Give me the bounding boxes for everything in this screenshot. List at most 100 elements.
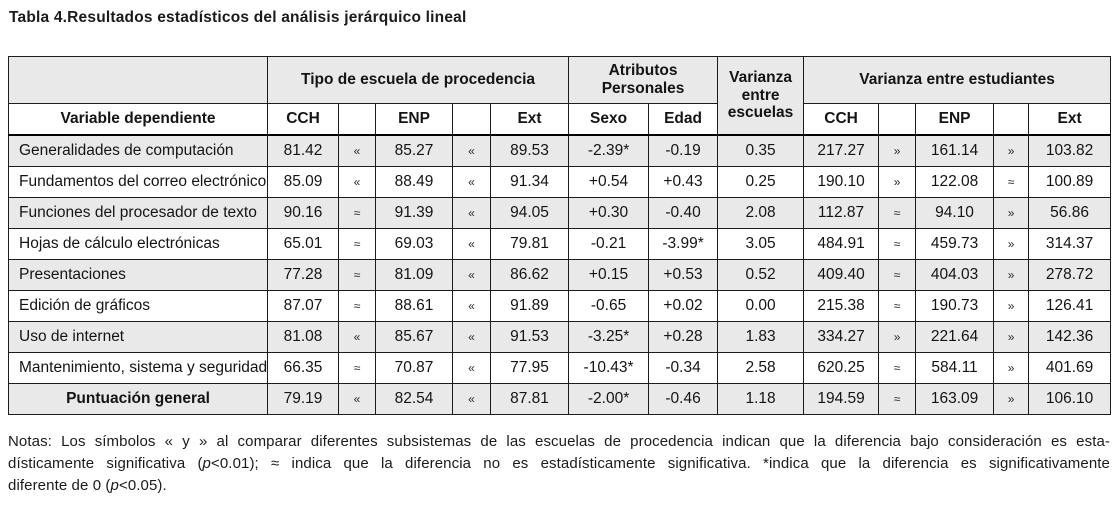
sexo-value: -3.25*	[568, 321, 650, 353]
comparison-symbol: ≈	[878, 228, 917, 260]
comparison-symbol-header	[878, 103, 917, 136]
comparison-symbol: «	[452, 228, 491, 260]
cch-procedencia-value: 66.35	[267, 352, 339, 384]
edad-value: -0.19	[648, 134, 719, 167]
variable-name: Mantenimiento, sistema y seguridad	[8, 352, 268, 384]
comparison-symbol: ≈	[878, 197, 917, 229]
cch-estudiantes-value: 409.40	[803, 259, 880, 291]
header-ext-procedencia: Ext	[489, 103, 570, 136]
ext-estudiantes-value: 56.86	[1028, 197, 1112, 229]
header-enp-procedencia: ENP	[375, 103, 453, 136]
sexo-value: +0.54	[568, 166, 650, 198]
edad-value: +0.28	[648, 321, 719, 353]
header-sexo: Sexo	[568, 103, 650, 136]
table-row: Funciones del procesador de texto 90.16 ≈9…	[8, 197, 1112, 229]
enp-procedencia-value: 91.39	[375, 197, 453, 229]
enp-procedencia-value: 88.61	[375, 290, 453, 322]
ext-procedencia-value: 79.81	[489, 228, 570, 260]
comparison-symbol: »	[878, 134, 917, 167]
ext-procedencia-value: 89.53	[489, 134, 570, 167]
sexo-value: -2.00*	[568, 383, 650, 415]
ext-procedencia-value: 91.53	[489, 321, 570, 353]
total-row: Puntuación general 79.19 «82.54 «87.81 -2.00…	[8, 383, 1112, 415]
comparison-symbol: «	[452, 259, 491, 291]
enp-procedencia-value: 85.27	[375, 134, 453, 167]
ext-estudiantes-value: 106.10	[1028, 383, 1112, 415]
enp-procedencia-value: 69.03	[375, 228, 453, 260]
variable-name: Funciones del procesador de texto	[8, 197, 268, 229]
page: Tabla 4.Resultados estadísticos del anál…	[8, 9, 1112, 494]
variable-name: Generalidades de computación	[8, 134, 268, 167]
group-tipo-escuela: Tipo de escuela de procedencia	[266, 56, 570, 104]
empty-corner-cell	[8, 56, 268, 104]
comparison-symbol-header	[338, 103, 376, 136]
comparison-symbol: »	[878, 321, 917, 353]
cch-estudiantes-value: 484.91	[803, 228, 880, 260]
comparison-symbol: «	[452, 197, 491, 229]
cch-procedencia-value: 87.07	[267, 290, 339, 322]
enp-procedencia-value: 85.67	[375, 321, 453, 353]
ext-estudiantes-value: 278.72	[1028, 259, 1112, 291]
italic-p: p	[202, 455, 211, 472]
enp-procedencia-value: 81.09	[375, 259, 453, 291]
table-row: Presentaciones 77.28 ≈81.09 «86.62 +0.15 +0.5…	[8, 259, 1112, 291]
ext-procedencia-value: 91.34	[489, 166, 570, 198]
variable-name: Uso de internet	[8, 321, 268, 353]
comparison-symbol: »	[993, 259, 1030, 291]
italic-p: p	[110, 477, 119, 494]
cch-procedencia-value: 85.09	[267, 166, 339, 198]
ext-estudiantes-value: 314.37	[1028, 228, 1112, 260]
varianza-escuelas-value: 0.35	[717, 134, 805, 167]
results-table: Tipo de escuela de procedencia Atributos…	[8, 56, 1112, 415]
notes-line-1: Notas: Los símbolos « y » al comparar di…	[8, 433, 1110, 450]
comparison-symbol: ≈	[338, 290, 376, 322]
cch-procedencia-value: 79.19	[267, 383, 339, 415]
edad-value: +0.02	[648, 290, 719, 322]
enp-estudiantes-value: 459.73	[915, 228, 995, 260]
comparison-symbol: «	[452, 321, 491, 353]
comparison-symbol: »	[878, 166, 917, 198]
sexo-value: -0.21	[568, 228, 650, 260]
comparison-symbol: ≈	[878, 383, 917, 415]
comparison-symbol: «	[338, 383, 376, 415]
ext-procedencia-value: 87.81	[489, 383, 570, 415]
comparison-symbol: «	[452, 290, 491, 322]
comparison-symbol: ≈	[878, 259, 917, 291]
cch-estudiantes-value: 215.38	[803, 290, 880, 322]
cch-estudiantes-value: 217.27	[803, 134, 880, 167]
comparison-symbol: ≈	[878, 290, 917, 322]
header-columns-row: Variable dependiente CCH ENP Ext Sexo Ed…	[8, 103, 1112, 136]
table-header: Tipo de escuela de procedencia Atributos…	[8, 56, 1112, 136]
comparison-symbol: »	[993, 352, 1030, 384]
table-row: Fundamentos del correo electrónico 85.09 «…	[8, 166, 1112, 198]
comparison-symbol: »	[993, 228, 1030, 260]
varianza-escuelas-value: 3.05	[717, 228, 805, 260]
table-row: Uso de internet 81.08 «85.67 «91.53 -3.25* +0…	[8, 321, 1112, 353]
variable-name: Presentaciones	[8, 259, 268, 291]
cch-estudiantes-value: 112.87	[803, 197, 880, 229]
header-cch-procedencia: CCH	[267, 103, 339, 136]
header-cch-estudiantes: CCH	[803, 103, 880, 136]
header-variable-dependiente: Variable dependiente	[8, 103, 268, 136]
comparison-symbol: »	[993, 197, 1030, 229]
comparison-symbol: «	[452, 134, 491, 167]
cch-procedencia-value: 77.28	[267, 259, 339, 291]
cch-estudiantes-value: 620.25	[803, 352, 880, 384]
table-row: Edición de gráficos 87.07 ≈88.61 «91.89 -0.6…	[8, 290, 1112, 322]
cch-procedencia-value: 90.16	[267, 197, 339, 229]
enp-procedencia-value: 88.49	[375, 166, 453, 198]
edad-value: -0.46	[648, 383, 719, 415]
sexo-value: -0.65	[568, 290, 650, 322]
sexo-value: +0.30	[568, 197, 650, 229]
header-ext-estudiantes: Ext	[1028, 103, 1112, 136]
edad-value: -0.34	[648, 352, 719, 384]
variable-name: Hojas de cálculo electrónicas	[8, 228, 268, 260]
cch-estudiantes-value: 334.27	[803, 321, 880, 353]
comparison-symbol: ≈	[338, 228, 376, 260]
comparison-symbol-header	[993, 103, 1030, 136]
enp-estudiantes-value: 404.03	[915, 259, 995, 291]
varianza-escuelas-value: 1.18	[717, 383, 805, 415]
varianza-escuelas-value: 2.08	[717, 197, 805, 229]
edad-value: +0.53	[648, 259, 719, 291]
table-title: Tabla 4.Resultados estadísticos del anál…	[9, 9, 467, 26]
